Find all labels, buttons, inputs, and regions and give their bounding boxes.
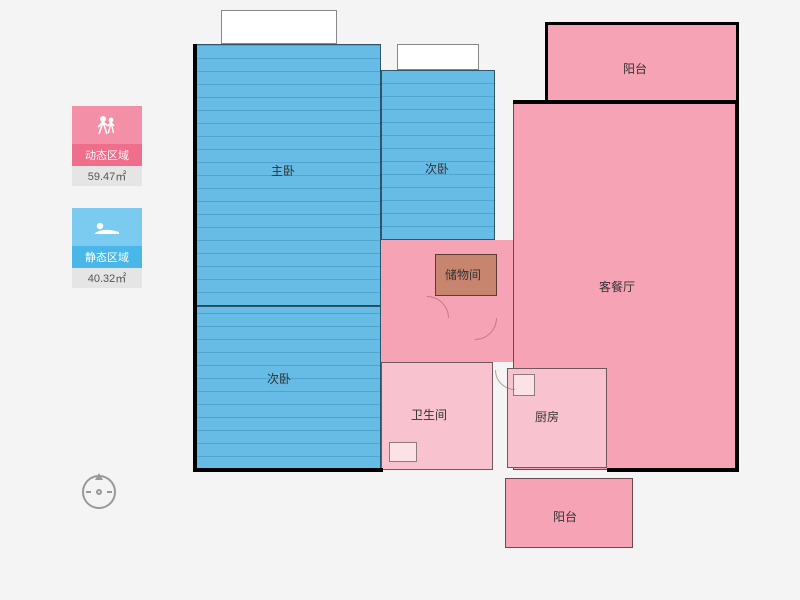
legend-static: 静态区域 40.32㎡	[72, 208, 142, 288]
wall	[735, 102, 739, 470]
room-label-bathroom: 卫生间	[411, 406, 447, 423]
room-label-master_bedroom: 主卧	[271, 162, 295, 179]
room-hall-bottom	[381, 328, 513, 362]
room-recess-secondary	[397, 44, 479, 70]
wall	[545, 22, 548, 102]
room-recess-master	[221, 10, 337, 44]
fixture-sink	[389, 442, 417, 462]
room-secondary_bedroom_bottom	[195, 306, 381, 470]
wall	[607, 468, 739, 472]
legend-static-label: 静态区域	[72, 246, 142, 268]
room-label-secondary_bedroom_top: 次卧	[425, 160, 449, 177]
room-label-kitchen: 厨房	[535, 408, 559, 425]
wall	[736, 22, 739, 102]
room-secondary_bedroom_top	[381, 70, 495, 240]
fixture-stove	[513, 374, 535, 396]
legend: 动态区域 59.47㎡ 静态区域 40.32㎡	[72, 106, 142, 310]
people-icon	[72, 106, 142, 144]
floor-plan: 主卧次卧次卧阳台客餐厅储物间卫生间厨房阳台	[195, 10, 765, 590]
room-label-balcony-bottom: 阳台	[553, 508, 577, 525]
wall	[193, 468, 383, 472]
legend-static-value: 40.32㎡	[72, 268, 142, 288]
wall	[193, 44, 197, 470]
room-label-balcony-top: 阳台	[623, 60, 647, 77]
room-label-secondary_bedroom_bottom: 次卧	[267, 370, 291, 387]
sleep-icon	[72, 208, 142, 246]
legend-dynamic: 动态区域 59.47㎡	[72, 106, 142, 186]
room-label-living-dining: 客餐厅	[599, 278, 635, 295]
wall	[545, 22, 739, 25]
legend-dynamic-label: 动态区域	[72, 144, 142, 166]
compass-icon	[82, 475, 116, 509]
room-label-storage: 储物间	[445, 266, 481, 283]
legend-dynamic-value: 59.47㎡	[72, 166, 142, 186]
